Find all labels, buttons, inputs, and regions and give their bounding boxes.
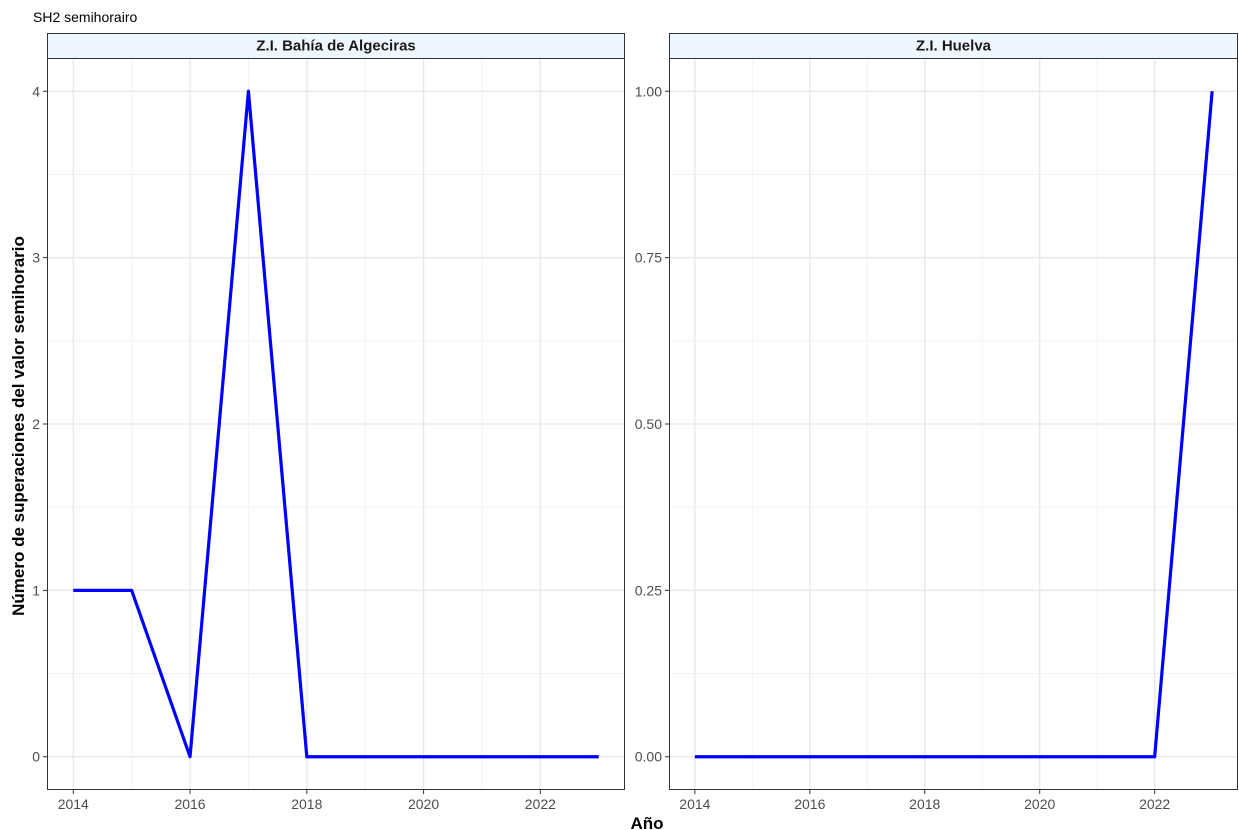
x-tick-label: 2014: [679, 796, 710, 812]
x-tick-label: 2016: [794, 796, 825, 812]
series-line-1: [73, 89, 599, 759]
x-tick-label: 2020: [408, 796, 439, 812]
x-tick-label: 2022: [1139, 796, 1170, 812]
y-tick-label: 0.75: [635, 250, 662, 266]
y-tick-label: 2: [32, 416, 40, 432]
x-axis-title: Año: [630, 814, 663, 830]
x-tick-label: 2018: [291, 796, 322, 812]
strip-label: Z.I. Huelva: [916, 38, 992, 55]
y-tick-label: 0.00: [635, 749, 662, 765]
chart-title: SH2 semihorairo: [33, 9, 137, 25]
panel-2: Z.I. Huelva 0.00 0.25 0.50 0.75 1.00 2014 2016 2…: [635, 33, 1238, 812]
y-tick-label: 3: [32, 250, 40, 266]
x-tick-label: 2016: [174, 796, 205, 812]
strip-label: Z.I. Bahía de Algeciras: [256, 38, 416, 55]
y-tick-label: 4: [32, 83, 40, 99]
x-tick-label: 2022: [525, 796, 556, 812]
y-tick-label: 0.25: [635, 582, 662, 598]
y-axis-title: Número de superaciones del valor semihor…: [9, 236, 28, 616]
y-tick-label: 0.50: [635, 416, 662, 432]
panels-layer: Z.I. Bahía de Algeciras 0 1 2 3 4 2014 2016 2018…: [32, 33, 1238, 812]
x-tick-label: 2020: [1024, 796, 1055, 812]
x-tick-label: 2018: [909, 796, 940, 812]
strip-background: [47, 33, 625, 59]
x-tick-label: 2014: [58, 796, 89, 812]
y-tick-label: 0: [32, 749, 40, 765]
strip-background: [669, 33, 1238, 59]
y-tick-label: 1.00: [635, 83, 662, 99]
series-line-1: [694, 91, 1214, 759]
panel-1: Z.I. Bahía de Algeciras 0 1 2 3 4 2014 2016 2018…: [32, 33, 625, 812]
y-tick-label: 1: [32, 582, 40, 598]
